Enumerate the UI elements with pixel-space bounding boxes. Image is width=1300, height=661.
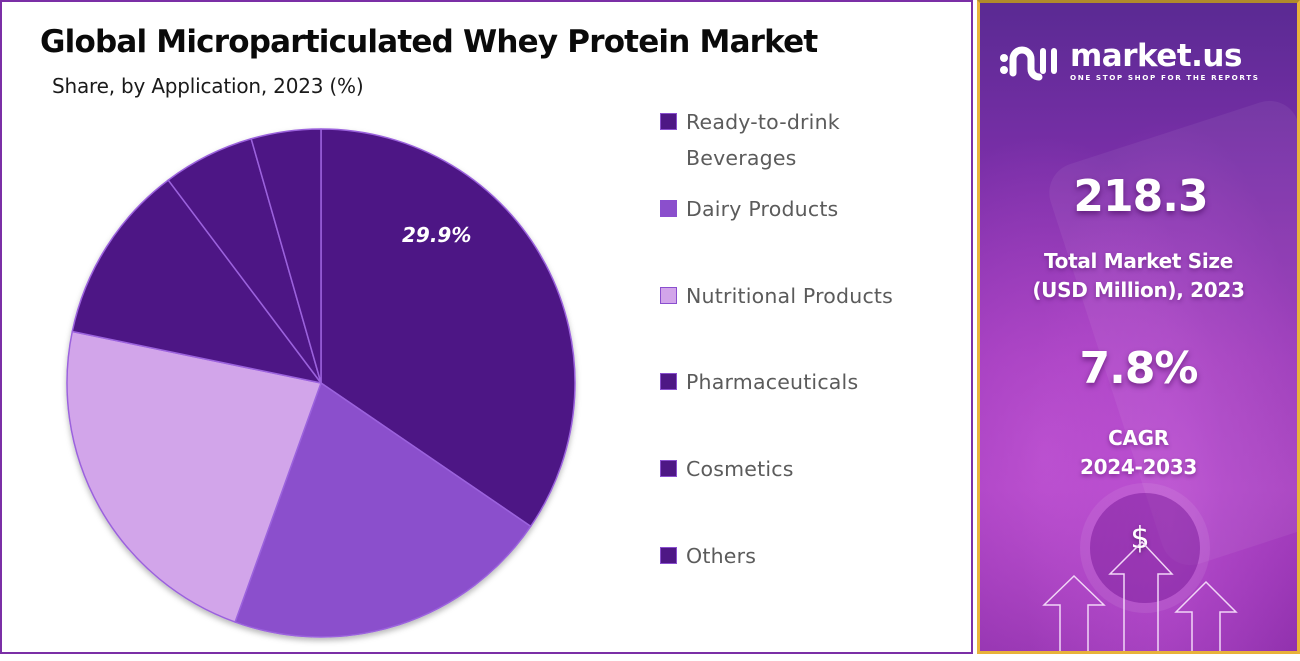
legend-label: Dairy Products [686, 197, 839, 221]
cagr-value: 7.8% [1079, 343, 1198, 394]
market-size-caption-line1: Total Market Size [1043, 249, 1234, 273]
legend-swatch [660, 373, 677, 390]
brand-name: market.us [1070, 38, 1242, 74]
pie-slice-nutritional-products [66, 330, 322, 623]
legend-label-line2: Beverages [686, 146, 797, 170]
pie-slice-others [250, 128, 322, 384]
market-us-logo-icon [1000, 46, 1057, 81]
legend-item-nutritional-products: Nutritional Products [660, 281, 893, 314]
background-coffee-cup [1090, 493, 1200, 603]
cagr-caption: CAGR 2024-2033 [980, 424, 1297, 482]
chart-subtitle: Share, by Application, 2023 (%) [52, 74, 364, 98]
svg-text:$: $ [1130, 521, 1149, 556]
chart-panel: Global Microparticulated Whey Protein Ma… [0, 0, 973, 654]
cagr-caption-line2: 2024-2033 [1080, 455, 1197, 479]
legend-label: Pharmaceuticals [686, 370, 859, 394]
legend-item-dairy-products: Dairy Products [660, 194, 838, 227]
brand-tagline: ONE STOP SHOP FOR THE REPORTS [1070, 73, 1260, 82]
legend-swatch [660, 200, 677, 217]
legend-item-cosmetics: Cosmetics [660, 454, 794, 487]
pie-slice-pharmaceuticals [71, 179, 322, 384]
pie-chart-svg [66, 128, 576, 638]
pie-slice-ready-to-drink-beverages [320, 128, 576, 528]
legend-item-pharmaceuticals: Pharmaceuticals [660, 367, 858, 400]
up-arrow-icon [1042, 540, 1238, 651]
market-size-value: 218.3 [1073, 171, 1208, 222]
legend-item-ready-to-drink-beverages: Ready-to-drink Beverages [660, 107, 840, 176]
legend-swatch [660, 113, 677, 130]
cagr-caption-line1: CAGR [1108, 426, 1169, 450]
legend-item-others: Others [660, 541, 756, 574]
pie-slice-dairy-products [234, 382, 532, 638]
legend-label: Others [686, 544, 757, 568]
chart-title: Global Microparticulated Whey Protein Ma… [40, 24, 818, 60]
brand-logo: market.us ONE STOP SHOP FOR THE REPORTS [998, 39, 1259, 83]
legend-label-line1: Ready-to-drink [686, 110, 840, 134]
legend-swatch [660, 460, 677, 477]
slice-label-ready-to-drink: 29.9% [402, 223, 472, 247]
growth-arrows-illustration: $ [1042, 521, 1238, 651]
legend-label: Cosmetics [686, 457, 794, 481]
summary-sidebar: market.us ONE STOP SHOP FOR THE REPORTS … [977, 0, 1300, 654]
legend-swatch [660, 547, 677, 564]
pie-chart: 29.9% [62, 124, 582, 644]
dollar-icon: $ [1130, 521, 1149, 556]
legend-label: Nutritional Products [686, 284, 894, 308]
legend-swatch [660, 287, 677, 304]
market-size-caption-line2: (USD Million), 2023 [1032, 278, 1245, 302]
market-size-caption: Total Market Size (USD Million), 2023 [980, 247, 1297, 305]
